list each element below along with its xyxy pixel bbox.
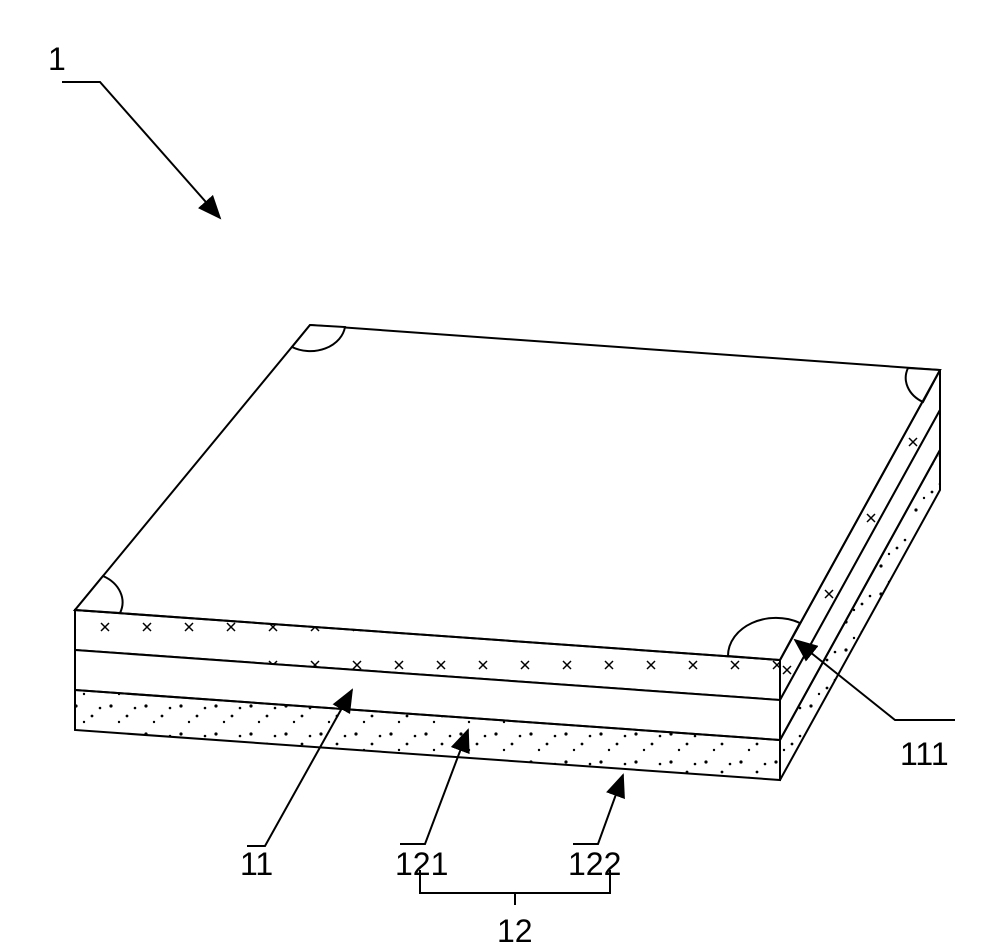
label-12: 12: [497, 913, 533, 947]
technical-diagram: 1 111 11 121 122 12: [0, 0, 1000, 947]
label-122: 122: [568, 846, 621, 882]
label-1: 1: [48, 41, 66, 77]
label-11: 11: [240, 846, 273, 882]
label-121: 121: [395, 846, 448, 882]
label-111: 111: [900, 736, 949, 772]
leader-122: [573, 775, 623, 844]
leader-1: [62, 82, 220, 218]
